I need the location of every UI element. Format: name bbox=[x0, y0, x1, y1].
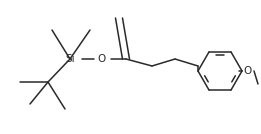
Text: Si: Si bbox=[65, 54, 75, 64]
Text: O: O bbox=[243, 66, 251, 76]
Text: O: O bbox=[98, 54, 106, 64]
